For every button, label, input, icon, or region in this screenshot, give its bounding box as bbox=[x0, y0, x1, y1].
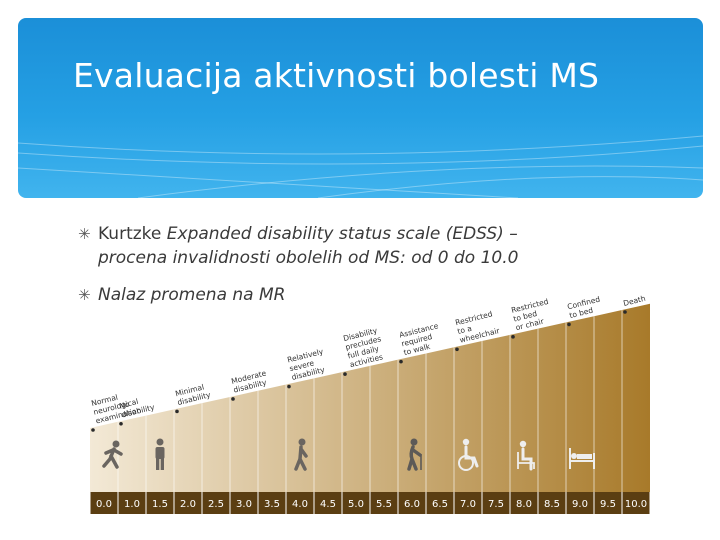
edss-scale-label: 1.5 bbox=[152, 499, 168, 510]
edss-scale-cell: 9.0 bbox=[566, 492, 594, 514]
edss-scale-cell-bg bbox=[258, 492, 286, 514]
bullet-star-icon: ✳ bbox=[78, 286, 91, 304]
edss-scale-cell: 3.0 bbox=[230, 492, 258, 514]
edss-scale-label: 5.5 bbox=[376, 499, 392, 510]
milestone-dot bbox=[343, 372, 347, 376]
edss-scale-cell-bg bbox=[482, 492, 510, 514]
edss-staircase bbox=[90, 303, 650, 492]
edss-scale-cell-bg bbox=[370, 492, 398, 514]
title-banner: Evaluacija aktivnosti bolesti MS bbox=[18, 18, 703, 198]
edss-scale-graphic: NormalneurologicalexaminationNodisabilit… bbox=[90, 294, 650, 514]
edss-scale-cell-bg bbox=[398, 492, 426, 514]
edss-scale-cell: 6.0 bbox=[398, 492, 426, 514]
edss-scale-cell: 2.5 bbox=[202, 492, 230, 514]
milestone-dot bbox=[91, 428, 95, 432]
edss-scale-cell: 8.0 bbox=[510, 492, 538, 514]
milestone-dot bbox=[567, 322, 571, 327]
standing-person-icon bbox=[155, 438, 165, 470]
edss-scale-label: 7.0 bbox=[460, 499, 476, 510]
milestone-dot bbox=[399, 359, 403, 364]
milestone-dot bbox=[175, 409, 179, 414]
edss-scale-cell-bg bbox=[146, 492, 174, 514]
edss-scale-cell: 1.5 bbox=[146, 492, 174, 514]
milestone-label-line: No bbox=[118, 399, 130, 410]
edss-scale-cell: 9.5 bbox=[594, 492, 622, 514]
edss-scale-label: 6.5 bbox=[432, 499, 448, 510]
milestone-label: Disabilityprecludesfull dailyactivities bbox=[342, 325, 386, 369]
edss-scale-label: 10.0 bbox=[625, 499, 647, 510]
edss-scale-cell-bg bbox=[622, 492, 650, 514]
bullet-edss-normal: Kurtzke bbox=[98, 224, 167, 244]
walking-person-icon bbox=[294, 438, 308, 471]
edss-scale-cell-bg bbox=[566, 492, 594, 514]
edss-scale-label: 4.5 bbox=[320, 499, 336, 510]
edss-milestone: Normalneurologicalexamination bbox=[90, 388, 142, 432]
edss-scale-bar: 0.0 1.0 1.5 2.0 2.5 3.0 3.5 4.0 4.5 5.0 5.5 6.0 6.5 7… bbox=[90, 492, 650, 514]
milestone-label-line: to a bbox=[456, 324, 472, 336]
edss-scale-cell: 6.5 bbox=[426, 492, 454, 514]
milestone-dot bbox=[511, 335, 515, 339]
milestone-label-line: Restricted bbox=[454, 309, 493, 327]
edss-scale-label: 8.0 bbox=[516, 499, 532, 510]
wheelchair-icon bbox=[458, 438, 479, 471]
edss-scale-label: 5.0 bbox=[348, 499, 364, 510]
edss-icons bbox=[102, 438, 595, 471]
edss-scale-cell-bg bbox=[286, 492, 314, 514]
edss-scale-cell-bg bbox=[426, 492, 454, 514]
banner-decoration bbox=[18, 135, 703, 198]
milestone-dot bbox=[455, 347, 459, 352]
milestone-dot bbox=[287, 384, 291, 389]
edss-scale-cell-bg bbox=[118, 492, 146, 514]
edss-scale-cell-bg bbox=[594, 492, 622, 514]
edss-scale-cell: 3.5 bbox=[258, 492, 286, 514]
edss-scale-cell-bg bbox=[230, 492, 258, 514]
milestone-dot bbox=[119, 421, 123, 426]
edss-scale-label: 8.5 bbox=[544, 499, 560, 510]
edss-scale-cell-bg bbox=[202, 492, 230, 514]
person-with-cane-icon bbox=[407, 438, 422, 471]
bed-icon bbox=[569, 448, 595, 469]
milestone-label: Normalneurologicalexamination bbox=[90, 388, 142, 426]
edss-scale-cell: 10.0 bbox=[622, 492, 650, 514]
edss-scale-label: 1.0 bbox=[124, 499, 140, 510]
edss-scale-cell-bg bbox=[174, 492, 202, 514]
edss-scale-cell: 4.0 bbox=[286, 492, 314, 514]
edss-scale-label: 3.5 bbox=[264, 499, 280, 510]
edss-scale-cell: 7.0 bbox=[454, 492, 482, 514]
edss-scale-label: 2.5 bbox=[208, 499, 224, 510]
edss-scale-label: 3.0 bbox=[236, 499, 252, 510]
edss-scale-cell-bg bbox=[510, 492, 538, 514]
edss-scale-label: 9.0 bbox=[572, 499, 588, 510]
edss-scale-cell: 2.0 bbox=[174, 492, 202, 514]
edss-scale-label: 2.0 bbox=[180, 499, 196, 510]
runner-icon bbox=[102, 440, 123, 469]
edss-scale-cell: 0.0 bbox=[90, 492, 118, 514]
edss-scale-cell: 4.5 bbox=[314, 492, 342, 514]
edss-scale-label: 7.5 bbox=[488, 499, 504, 510]
edss-scale-label: 0.0 bbox=[96, 499, 112, 510]
edss-scale-cell: 7.5 bbox=[482, 492, 510, 514]
edss-scale-cell-bg bbox=[314, 492, 342, 514]
person-in-chair-icon bbox=[517, 440, 535, 471]
milestone-dot bbox=[231, 397, 235, 401]
edss-scale-cell: 8.5 bbox=[538, 492, 566, 514]
edss-scale-cell-bg bbox=[454, 492, 482, 514]
edss-scale-cell: 5.0 bbox=[342, 492, 370, 514]
edss-scale-cell: 5.5 bbox=[370, 492, 398, 514]
edss-scale-cell-bg bbox=[538, 492, 566, 514]
edss-scale-label: 4.0 bbox=[292, 499, 308, 510]
edss-scale-cell-bg bbox=[342, 492, 370, 514]
edss-scale-label: 6.0 bbox=[404, 499, 420, 510]
bullet-star-icon: ✳ bbox=[78, 225, 91, 243]
milestone-dot bbox=[623, 310, 627, 314]
bullet-edss-line2-text: procena invalidnosti obolelih od MS: od … bbox=[98, 248, 519, 268]
edss-scale-label: 9.5 bbox=[600, 499, 616, 510]
bullet-mr-text: Nalaz promena na MR bbox=[98, 285, 286, 305]
edss-scale-cell-bg bbox=[90, 492, 118, 514]
edss-scale-cell: 1.0 bbox=[118, 492, 146, 514]
slide-title: Evaluacija aktivnosti bolesti MS bbox=[73, 56, 600, 95]
bullet-edss-italic: Expanded disability status scale (EDSS) … bbox=[166, 224, 518, 244]
